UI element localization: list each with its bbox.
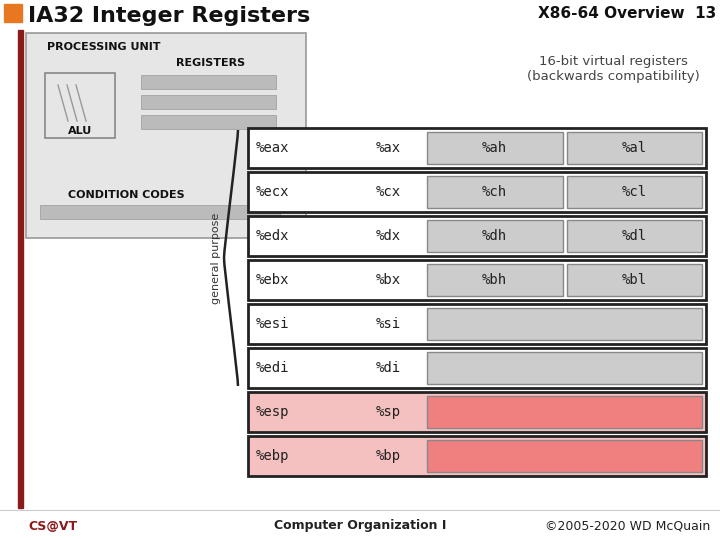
Polygon shape: [45, 73, 115, 138]
Bar: [567, 264, 702, 296]
Text: %bh: %bh: [482, 273, 508, 287]
Bar: [248, 436, 706, 476]
Bar: [248, 260, 706, 300]
Text: %esp: %esp: [256, 405, 289, 419]
Text: %bp: %bp: [375, 449, 400, 463]
Bar: [248, 172, 706, 212]
Text: %ebx: %ebx: [256, 273, 289, 287]
Bar: [18, 30, 23, 508]
Bar: [141, 115, 276, 129]
Bar: [427, 264, 562, 296]
Text: Computer Organization I: Computer Organization I: [274, 519, 446, 532]
Bar: [427, 396, 702, 428]
Text: %bx: %bx: [375, 273, 400, 287]
Text: %cl: %cl: [621, 185, 647, 199]
Bar: [427, 440, 702, 472]
Text: %cx: %cx: [375, 185, 400, 199]
Text: %edx: %edx: [256, 229, 289, 243]
Text: ALU: ALU: [68, 126, 92, 136]
Text: %edi: %edi: [256, 361, 289, 375]
Bar: [248, 304, 706, 344]
Text: %dx: %dx: [375, 229, 400, 243]
Text: IA32 Integer Registers: IA32 Integer Registers: [28, 6, 310, 26]
Bar: [248, 392, 706, 432]
Bar: [248, 348, 706, 388]
Bar: [4, 4, 22, 22]
Text: %bl: %bl: [621, 273, 647, 287]
Text: %sp: %sp: [375, 405, 400, 419]
Bar: [567, 132, 702, 164]
Text: %eax: %eax: [256, 141, 289, 155]
Bar: [248, 128, 706, 168]
Bar: [141, 75, 276, 89]
Text: CONDITION CODES: CONDITION CODES: [68, 190, 184, 200]
Text: %dl: %dl: [621, 229, 647, 243]
Bar: [567, 176, 702, 208]
Bar: [26, 33, 306, 238]
Text: X86-64 Overview  13: X86-64 Overview 13: [538, 6, 716, 21]
Text: 16-bit virtual registers
(backwards compatibility): 16-bit virtual registers (backwards comp…: [527, 55, 700, 83]
Text: %dh: %dh: [482, 229, 508, 243]
Text: %esi: %esi: [256, 317, 289, 331]
Text: ©2005-2020 WD McQuain: ©2005-2020 WD McQuain: [545, 519, 710, 532]
Bar: [427, 352, 702, 384]
Text: REGISTERS: REGISTERS: [176, 58, 246, 68]
Text: general purpose: general purpose: [211, 212, 221, 303]
Bar: [40, 205, 280, 219]
Bar: [427, 132, 562, 164]
Text: %al: %al: [621, 141, 647, 155]
Bar: [248, 216, 706, 256]
Text: %ah: %ah: [482, 141, 508, 155]
Text: %ebp: %ebp: [256, 449, 289, 463]
Text: %ch: %ch: [482, 185, 508, 199]
Text: %ax: %ax: [375, 141, 400, 155]
Text: %ecx: %ecx: [256, 185, 289, 199]
Bar: [567, 220, 702, 252]
Bar: [427, 176, 562, 208]
Text: %di: %di: [375, 361, 400, 375]
Text: PROCESSING UNIT: PROCESSING UNIT: [48, 42, 161, 52]
Bar: [427, 308, 702, 340]
Text: %si: %si: [375, 317, 400, 331]
Bar: [141, 95, 276, 109]
Bar: [427, 220, 562, 252]
Text: CS@VT: CS@VT: [28, 519, 77, 532]
